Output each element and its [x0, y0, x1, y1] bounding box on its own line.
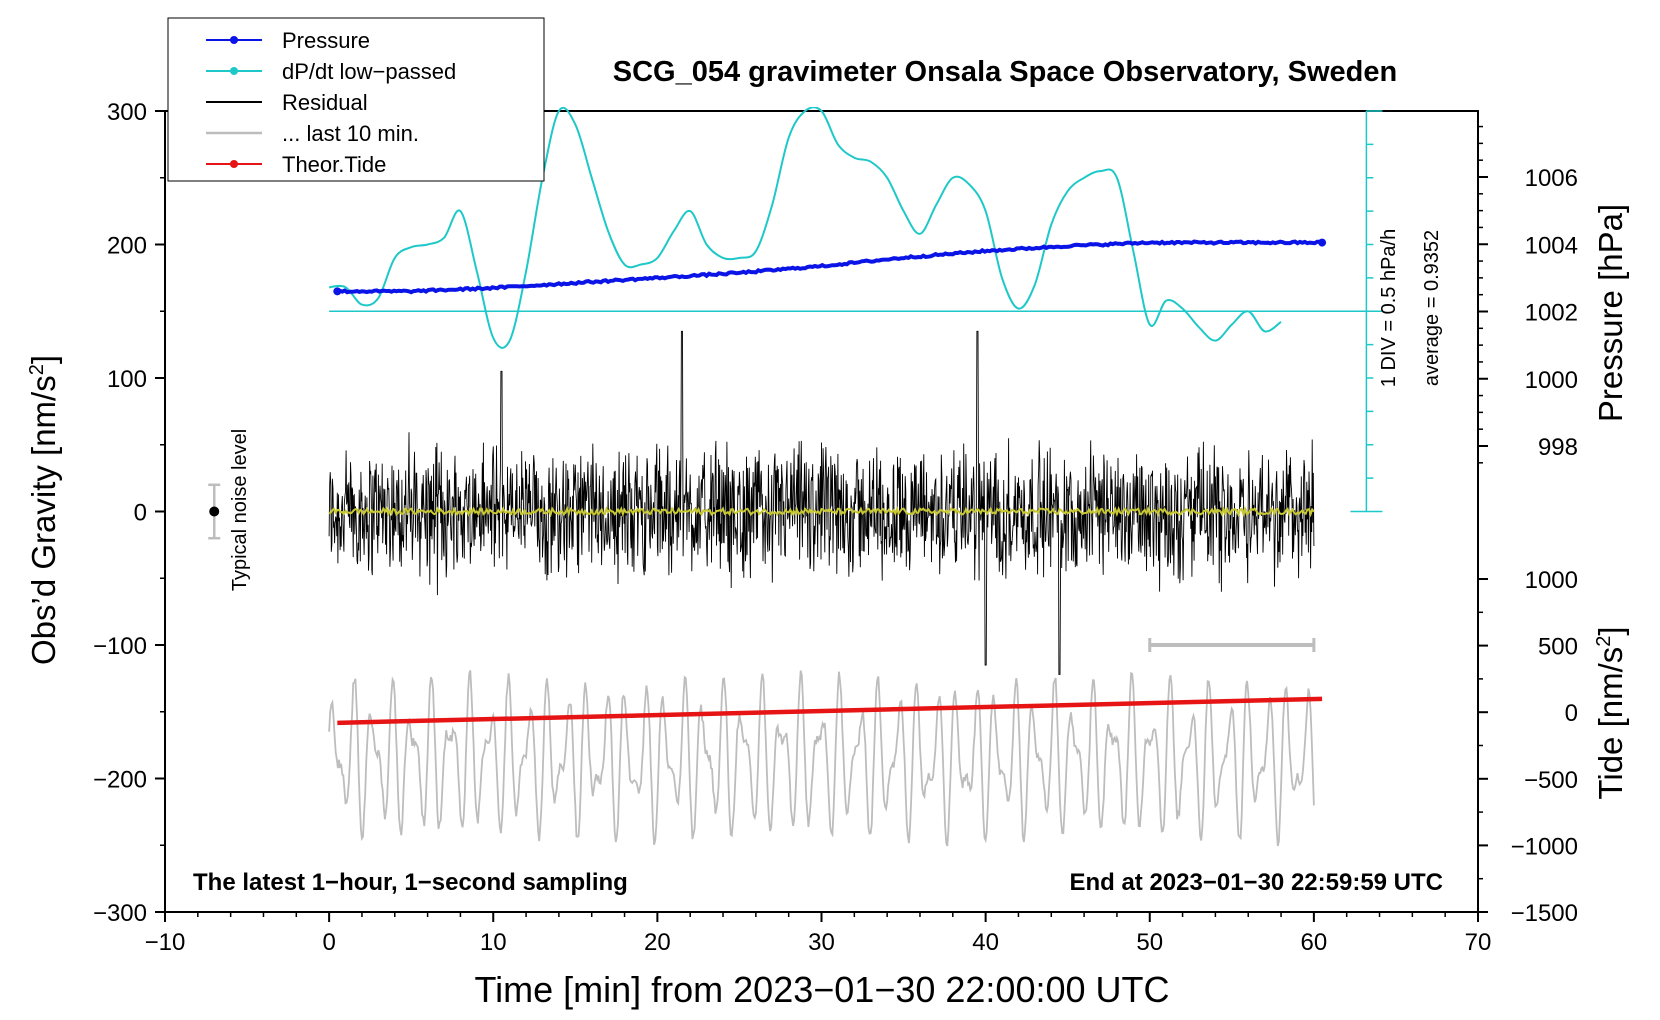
pressure-tick-label: 1004: [1525, 232, 1578, 259]
annotation-sampling: The latest 1−hour, 1−second sampling: [193, 869, 628, 896]
dpdt-scale-text: 1 DIV = 0.5 hPa/h: [1378, 229, 1400, 387]
legend-label: dP/dt low−passed: [282, 59, 456, 84]
pressure-tick-label: 1006: [1525, 165, 1578, 192]
legend-label: Residual: [282, 90, 368, 115]
x-tick-label: 20: [644, 929, 671, 956]
noise-level-dot: [209, 506, 220, 517]
y-axis-label-tide-end: ]: [1592, 626, 1629, 635]
legend-label: ... last 10 min.: [282, 121, 419, 146]
y-axis-label-pressure: Pressure [hPa]: [1592, 204, 1629, 422]
annotation-end-time: End at 2023−01−30 22:59:59 UTC: [1069, 869, 1443, 896]
legend: Pressure dP/dt low−passed Residual ... last…: [167, 17, 545, 182]
tide-tick-label: −500: [1524, 767, 1578, 794]
pressure-end-dot: [1318, 238, 1327, 247]
y-tick-label-left: 200: [107, 233, 147, 260]
pressure-tick-label: 998: [1538, 434, 1578, 461]
x-tick-label: 0: [322, 929, 335, 956]
residual-series-line: [328, 330, 1315, 675]
tide-tick-label: 1000: [1525, 567, 1578, 594]
x-tick-label: 40: [972, 929, 999, 956]
smoothed-residual-line: [328, 505, 1315, 518]
y-tick-label-left: 0: [134, 500, 147, 527]
dpdt-scale-bar: [1350, 110, 1383, 513]
y-axis-label-left-main: Obs’d Gravity [nm/s: [25, 375, 62, 665]
y-axis-label-left-sup: 2: [26, 364, 48, 375]
last10-series-line: [328, 670, 1315, 847]
legend-swatch-dot: [230, 36, 238, 44]
legend-box: [167, 17, 545, 182]
x-tick-label: −10: [145, 929, 186, 956]
tide-series-line: [337, 696, 1323, 726]
x-axis-label: Time [min] from 2023−01−30 22:00:00 UTC: [474, 969, 1169, 1010]
y-tick-label-left: −200: [93, 767, 147, 794]
chart-title: SCG_054 gravimeter Onsala Space Observat…: [613, 56, 1397, 88]
data-layer: [328, 107, 1367, 847]
y-axis-label-tide-sup: 2: [1593, 636, 1615, 647]
tide-tick-label: 500: [1538, 634, 1578, 661]
y-axis-label-left: Obs’d Gravity [nm/s2]: [25, 355, 62, 665]
legend-label: Pressure: [282, 28, 370, 53]
y-axis-label-left-end: ]: [25, 355, 62, 364]
pressure-series-line: [336, 239, 1324, 295]
legend-swatch-dot: [230, 67, 238, 75]
x-tick-label: 70: [1465, 929, 1492, 956]
pressure-tick-label: 1002: [1525, 300, 1578, 327]
x-tick-label: 10: [480, 929, 507, 956]
legend-swatch-dot: [230, 160, 238, 168]
pressure-tick-label: 1000: [1525, 367, 1578, 394]
pressure-start-dot: [333, 287, 342, 296]
y-axis-label-tide: Tide [nm/s2]: [1592, 626, 1629, 799]
x-tick-label: 60: [1301, 929, 1328, 956]
y-tick-label-left: 300: [107, 99, 147, 126]
noise-level-label: Typical noise level: [229, 429, 251, 591]
x-tick-label: 50: [1136, 929, 1163, 956]
tide-tick-label: −1000: [1511, 833, 1578, 860]
tide-tick-label: −1500: [1511, 900, 1578, 927]
y-axis-label-tide-main: Tide [nm/s: [1592, 647, 1629, 800]
dpdt-series-line: [329, 107, 1282, 349]
legend-label: Theor.Tide: [282, 152, 386, 177]
y-tick-label-left: 100: [107, 366, 147, 393]
tide-tick-label: 0: [1565, 700, 1578, 727]
y-tick-label-left: −300: [93, 900, 147, 927]
x-tick-label: 30: [808, 929, 835, 956]
dpdt-average-text: average = 0.9352: [1421, 230, 1443, 386]
y-tick-label-left: −100: [93, 633, 147, 660]
